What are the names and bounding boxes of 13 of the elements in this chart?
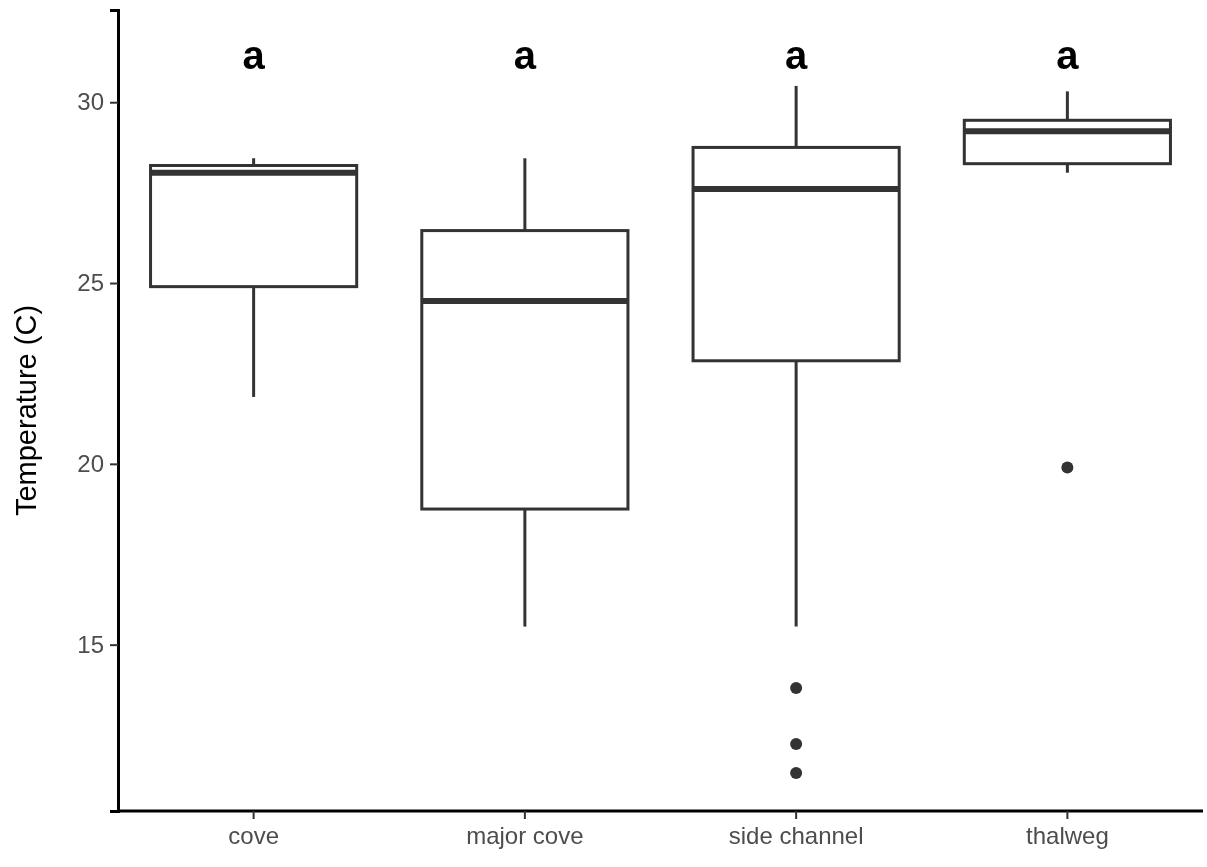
y-tick-label: 25 xyxy=(77,269,104,297)
y-tick-label: 30 xyxy=(77,88,104,116)
annotation: a xyxy=(785,33,808,77)
annotation: a xyxy=(513,33,537,77)
x-tick-label: major cove xyxy=(466,821,584,849)
annotation: a xyxy=(242,33,266,77)
x-tick-label: thalweg xyxy=(1026,821,1109,849)
y-tick-label: 20 xyxy=(77,450,104,478)
y-tick-label: 15 xyxy=(77,630,104,658)
y-axis-title: Temperature (C) xyxy=(10,304,42,517)
annotation: a xyxy=(1056,33,1080,77)
x-tick-label: side channel xyxy=(728,821,864,849)
x-tick-label: cove xyxy=(228,821,279,849)
